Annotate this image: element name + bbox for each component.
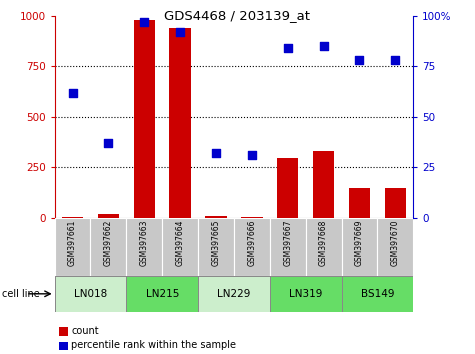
Point bbox=[356, 57, 363, 63]
Point bbox=[212, 150, 220, 156]
Bar bbox=[277, 158, 298, 218]
Bar bbox=[91, 218, 126, 276]
Bar bbox=[133, 20, 155, 218]
Bar bbox=[98, 214, 119, 218]
Bar bbox=[55, 218, 91, 276]
Text: percentile rank within the sample: percentile rank within the sample bbox=[71, 340, 236, 350]
Bar bbox=[378, 218, 413, 276]
Text: GSM397663: GSM397663 bbox=[140, 219, 149, 266]
Bar bbox=[385, 188, 406, 218]
Bar bbox=[170, 28, 191, 218]
Text: GSM397669: GSM397669 bbox=[355, 219, 364, 266]
Bar bbox=[270, 276, 342, 312]
Point bbox=[248, 152, 256, 158]
Bar bbox=[205, 216, 227, 218]
Text: LN229: LN229 bbox=[217, 289, 251, 299]
Text: GDS4468 / 203139_at: GDS4468 / 203139_at bbox=[164, 9, 311, 22]
Text: LN215: LN215 bbox=[145, 289, 179, 299]
Bar bbox=[342, 218, 378, 276]
Point bbox=[141, 19, 148, 25]
Text: GSM397662: GSM397662 bbox=[104, 219, 113, 266]
Bar bbox=[306, 218, 342, 276]
Text: GSM397664: GSM397664 bbox=[176, 219, 185, 266]
Text: BS149: BS149 bbox=[361, 289, 394, 299]
Text: count: count bbox=[71, 326, 99, 336]
Bar bbox=[126, 276, 198, 312]
Point bbox=[320, 44, 327, 49]
Bar bbox=[342, 276, 413, 312]
Text: LN319: LN319 bbox=[289, 289, 323, 299]
Bar bbox=[234, 218, 270, 276]
Bar bbox=[126, 218, 162, 276]
Bar bbox=[198, 218, 234, 276]
Bar bbox=[349, 188, 370, 218]
Text: GSM397670: GSM397670 bbox=[391, 219, 400, 266]
Text: LN018: LN018 bbox=[74, 289, 107, 299]
Text: GSM397667: GSM397667 bbox=[283, 219, 292, 266]
Bar bbox=[55, 276, 126, 312]
Point bbox=[104, 140, 112, 146]
Text: GSM397665: GSM397665 bbox=[211, 219, 220, 266]
Text: cell line: cell line bbox=[2, 289, 40, 299]
Point bbox=[69, 90, 76, 96]
Bar bbox=[270, 218, 306, 276]
Bar bbox=[198, 276, 270, 312]
Bar bbox=[62, 217, 83, 218]
Text: GSM397666: GSM397666 bbox=[247, 219, 257, 266]
Point bbox=[284, 45, 292, 51]
Point bbox=[176, 29, 184, 35]
Bar bbox=[313, 151, 334, 218]
Text: GSM397668: GSM397668 bbox=[319, 219, 328, 266]
Bar bbox=[241, 217, 263, 218]
Point bbox=[391, 57, 399, 63]
Bar bbox=[162, 218, 198, 276]
Text: GSM397661: GSM397661 bbox=[68, 219, 77, 266]
